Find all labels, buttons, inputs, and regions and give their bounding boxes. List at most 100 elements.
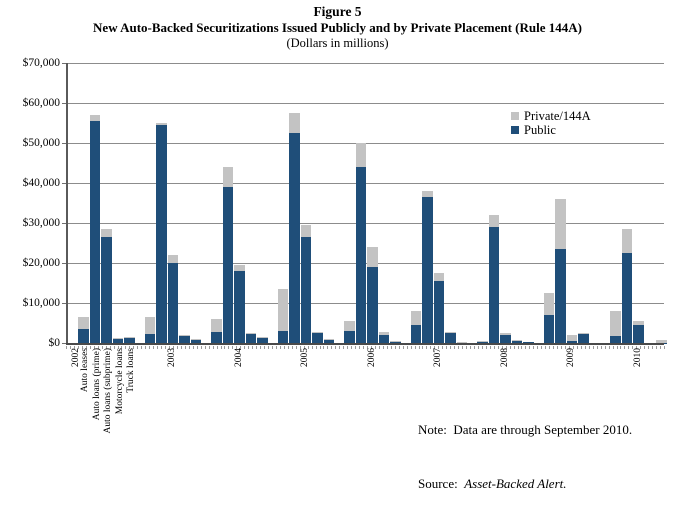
bar-segment-private bbox=[344, 321, 355, 331]
x-axis-tick bbox=[359, 346, 360, 349]
x-axis-tick bbox=[387, 346, 388, 349]
bar-segment-private bbox=[223, 167, 234, 187]
bar-segment-private bbox=[500, 333, 511, 335]
x-axis-tick bbox=[537, 346, 538, 349]
bar-segment-public bbox=[78, 329, 89, 343]
x-axis-tick bbox=[601, 346, 602, 349]
x-axis-year-label: 2007 bbox=[433, 348, 444, 367]
bar-segment-private bbox=[622, 229, 633, 253]
x-axis-tick bbox=[391, 346, 392, 349]
bar-segment-private bbox=[234, 265, 245, 271]
bar-segment-public bbox=[555, 249, 566, 343]
x-axis-tick bbox=[561, 346, 562, 349]
x-axis-tick bbox=[466, 346, 467, 349]
bar-segment-private bbox=[445, 332, 456, 333]
bar-segment-public bbox=[578, 333, 589, 343]
bar-segment-public bbox=[289, 133, 300, 343]
x-axis-tick bbox=[312, 346, 313, 349]
bar-segment-private bbox=[379, 332, 390, 335]
bar-segment-public bbox=[344, 331, 355, 343]
x-axis-tick bbox=[272, 346, 273, 349]
note-block: Note: Data are through September 2010. S… bbox=[418, 385, 632, 511]
x-axis-tick bbox=[248, 346, 249, 349]
x-axis-category-label: Motorcycle loans bbox=[115, 348, 126, 414]
x-axis-year-label: 2008 bbox=[500, 348, 511, 367]
x-axis-tick bbox=[165, 346, 166, 349]
x-axis-tick bbox=[648, 346, 649, 349]
bar-segment-public bbox=[379, 335, 390, 343]
x-axis-tick bbox=[422, 346, 423, 349]
x-axis-tick bbox=[415, 346, 416, 349]
bar-segment-public bbox=[312, 333, 323, 343]
bar-segment-public bbox=[445, 333, 456, 343]
bar-segment-public bbox=[101, 237, 112, 343]
bar-segment-private bbox=[278, 289, 289, 331]
x-axis-year-label: 2010 bbox=[633, 348, 644, 367]
y-axis-label: $10,000 bbox=[4, 297, 60, 309]
bar-segment-public bbox=[633, 325, 644, 343]
bar-segment-public bbox=[234, 271, 245, 343]
bar-segment-private bbox=[90, 115, 101, 121]
x-axis-tick bbox=[228, 346, 229, 349]
x-axis-tick bbox=[217, 346, 218, 349]
x-axis-tick bbox=[343, 346, 344, 349]
bar-segment-private bbox=[555, 199, 566, 249]
x-axis-tick bbox=[153, 346, 154, 349]
x-axis-tick bbox=[529, 346, 530, 349]
x-axis-tick bbox=[514, 346, 515, 349]
legend: Private/144A Public bbox=[511, 109, 591, 137]
x-axis-tick bbox=[268, 346, 269, 349]
legend-private-label: Private/144A bbox=[524, 109, 591, 124]
x-axis-tick bbox=[419, 346, 420, 349]
x-axis-tick bbox=[280, 346, 281, 349]
x-axis-tick bbox=[403, 346, 404, 349]
bar-segment-public bbox=[356, 167, 367, 343]
x-axis-tick bbox=[474, 346, 475, 349]
x-axis-tick bbox=[284, 346, 285, 349]
x-axis-tick bbox=[430, 346, 431, 349]
x-axis-tick bbox=[256, 346, 257, 349]
y-axis-label: $30,000 bbox=[4, 217, 60, 229]
x-axis-tick bbox=[644, 346, 645, 349]
bar-segment-public bbox=[145, 334, 156, 343]
x-axis-tick bbox=[221, 346, 222, 349]
x-axis-tick bbox=[197, 346, 198, 349]
x-axis-tick bbox=[549, 346, 550, 349]
legend-public-swatch bbox=[511, 126, 519, 134]
x-axis-tick bbox=[545, 346, 546, 349]
x-axis-tick bbox=[494, 346, 495, 349]
bar-segment-private bbox=[211, 319, 222, 332]
bar-segment-private bbox=[477, 341, 488, 343]
x-axis-tick bbox=[426, 346, 427, 349]
x-axis-tick bbox=[379, 346, 380, 349]
bar-segment-public bbox=[367, 267, 378, 343]
bar-segment-private bbox=[101, 229, 112, 237]
x-axis-tick bbox=[320, 346, 321, 349]
x-axis-tick bbox=[557, 346, 558, 349]
x-axis-tick bbox=[383, 346, 384, 349]
bar-segment-public bbox=[622, 253, 633, 343]
x-axis-tick bbox=[617, 346, 618, 349]
x-axis-category-label: Auto leases bbox=[80, 348, 91, 392]
x-axis-tick bbox=[486, 346, 487, 349]
source-label: Source: bbox=[418, 476, 464, 491]
x-axis-tick bbox=[450, 346, 451, 349]
x-axis-tick bbox=[181, 346, 182, 349]
bar-segment-private bbox=[312, 332, 323, 333]
bar-segment-public bbox=[156, 125, 167, 343]
x-axis-tick bbox=[355, 346, 356, 349]
bar-segment-private bbox=[434, 273, 445, 281]
x-axis-tick bbox=[553, 346, 554, 349]
x-axis-tick bbox=[620, 346, 621, 349]
x-axis-tick bbox=[521, 346, 522, 349]
x-axis-year-label: 2006 bbox=[367, 348, 378, 367]
y-axis-line bbox=[66, 63, 68, 345]
x-axis-category-label: Auto loans (subprime) bbox=[103, 348, 114, 434]
x-axis-tick bbox=[462, 346, 463, 349]
y-axis-label: $50,000 bbox=[4, 137, 60, 149]
x-axis-tick bbox=[411, 346, 412, 349]
bar-segment-public bbox=[544, 315, 555, 343]
x-axis-tick bbox=[490, 346, 491, 349]
x-axis-tick bbox=[498, 346, 499, 349]
x-axis-tick bbox=[664, 346, 665, 349]
